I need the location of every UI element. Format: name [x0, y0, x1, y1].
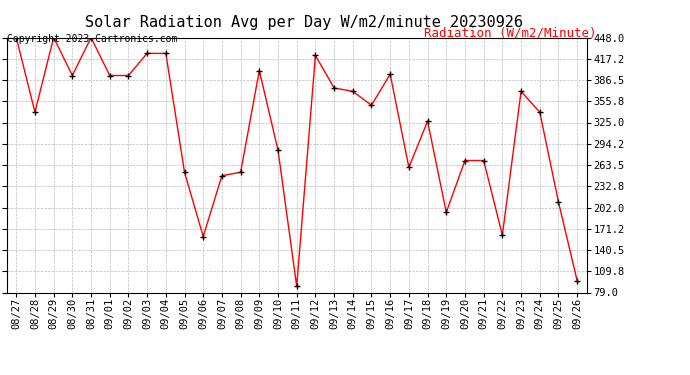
Text: Solar Radiation Avg per Day W/m2/minute 20230926: Solar Radiation Avg per Day W/m2/minute …	[85, 15, 522, 30]
Text: Radiation (W/m2/Minute): Radiation (W/m2/Minute)	[424, 26, 597, 39]
Text: Copyright 2023 Cartronics.com: Copyright 2023 Cartronics.com	[7, 34, 177, 44]
